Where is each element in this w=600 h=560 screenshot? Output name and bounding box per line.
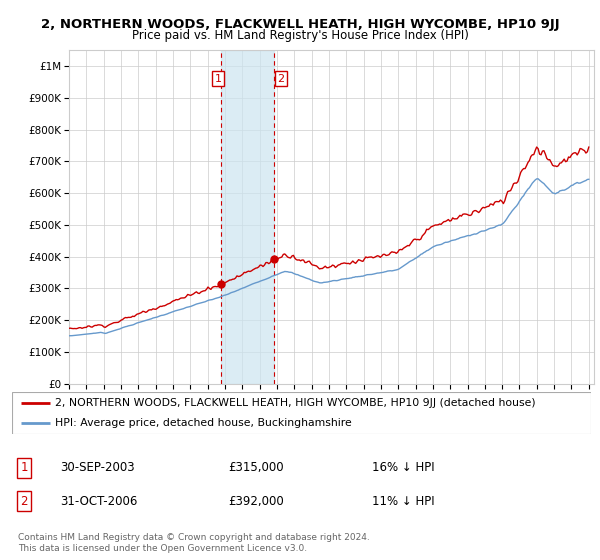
Text: HPI: Average price, detached house, Buckinghamshire: HPI: Average price, detached house, Buck… — [55, 418, 352, 428]
Text: 1: 1 — [20, 461, 28, 474]
Text: 1: 1 — [215, 74, 221, 84]
Text: Contains HM Land Registry data © Crown copyright and database right 2024.
This d: Contains HM Land Registry data © Crown c… — [18, 533, 370, 553]
Text: 31-OCT-2006: 31-OCT-2006 — [60, 494, 137, 508]
Text: 11% ↓ HPI: 11% ↓ HPI — [372, 494, 434, 508]
Text: 2, NORTHERN WOODS, FLACKWELL HEATH, HIGH WYCOMBE, HP10 9JJ: 2, NORTHERN WOODS, FLACKWELL HEATH, HIGH… — [41, 18, 559, 31]
Bar — [221, 50, 274, 384]
Text: 2: 2 — [277, 74, 284, 84]
Text: 2: 2 — [20, 494, 28, 508]
Text: 30-SEP-2003: 30-SEP-2003 — [60, 461, 134, 474]
Text: Price paid vs. HM Land Registry's House Price Index (HPI): Price paid vs. HM Land Registry's House … — [131, 29, 469, 42]
Text: 2, NORTHERN WOODS, FLACKWELL HEATH, HIGH WYCOMBE, HP10 9JJ (detached house): 2, NORTHERN WOODS, FLACKWELL HEATH, HIGH… — [55, 398, 536, 408]
Text: £392,000: £392,000 — [228, 494, 284, 508]
Text: £315,000: £315,000 — [228, 461, 284, 474]
Text: 16% ↓ HPI: 16% ↓ HPI — [372, 461, 434, 474]
